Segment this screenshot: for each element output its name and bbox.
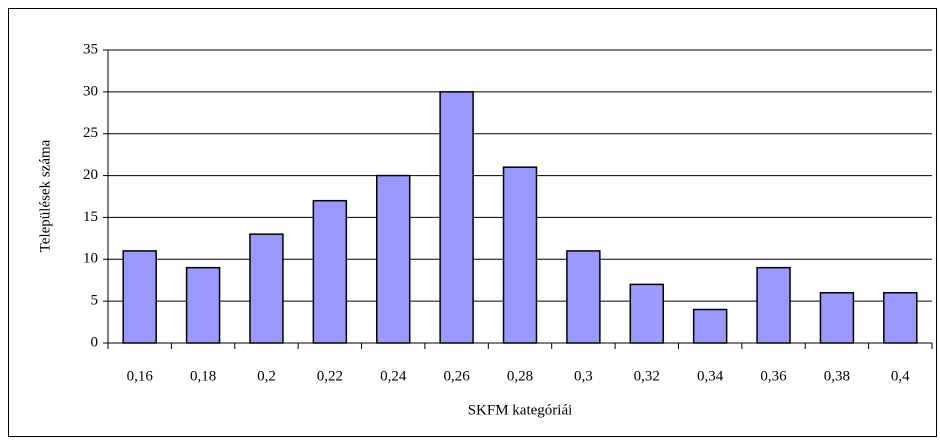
x-tick-label: 0,4 (891, 368, 910, 384)
x-tick-label: 0,38 (824, 368, 850, 384)
y-tick-label: 20 (83, 167, 98, 183)
x-tick-label: 0,16 (127, 368, 154, 384)
bar (185, 266, 221, 344)
bar (692, 308, 728, 344)
bar (122, 250, 157, 344)
y-tick-label: 15 (83, 209, 98, 225)
bar (502, 166, 538, 344)
y-tick-label: 25 (83, 125, 98, 141)
y-tick-label: 10 (83, 251, 98, 267)
y-axis-title: Települések száma (37, 139, 53, 252)
bar (629, 283, 664, 344)
bar (376, 174, 411, 344)
bar (312, 199, 348, 344)
bar (439, 91, 474, 344)
x-tick-label: 0,36 (760, 368, 787, 384)
x-tick-label: 0,24 (380, 368, 407, 384)
y-tick-label: 0 (91, 334, 99, 350)
x-tick-label: 0,18 (190, 368, 216, 384)
x-tick-label: 0,26 (443, 368, 470, 384)
bar (819, 292, 855, 344)
bar (883, 292, 918, 344)
y-tick-label: 30 (83, 83, 98, 99)
bar (566, 250, 601, 344)
x-tick-label: 0,3 (574, 368, 593, 384)
bar (249, 233, 284, 344)
y-tick-label: 35 (83, 41, 98, 57)
x-tick-label: 0,22 (317, 368, 343, 384)
x-axis-title: SKFM kategóriái (468, 402, 573, 418)
bar (756, 266, 791, 344)
x-tick-label: 0,32 (634, 368, 660, 384)
x-tick-label: 0,2 (257, 368, 276, 384)
y-tick-label: 5 (91, 293, 99, 309)
x-tick-label: 0,34 (697, 368, 724, 384)
x-tick-label: 0,28 (507, 368, 533, 384)
